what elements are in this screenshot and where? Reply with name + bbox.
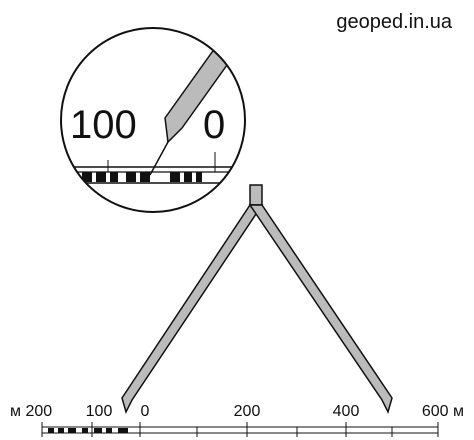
zoom-circle — [60, 27, 246, 213]
scale-label: 200 — [234, 403, 261, 420]
divider-left-leg — [121, 204, 264, 415]
scale-label: 600 м — [422, 403, 464, 420]
zoom-scale-blocks — [82, 172, 202, 182]
zoom-divider-leg — [164, 47, 234, 144]
scale-label: м 200 — [10, 403, 52, 420]
scale-bar — [41, 422, 439, 437]
divider-right-leg — [248, 204, 393, 415]
scale-label: 100 — [86, 403, 113, 420]
divider-head — [249, 184, 263, 206]
watermark: geoped.in.ua — [336, 11, 453, 33]
scale-label: 400 — [333, 403, 360, 420]
zoom-label: 0 — [203, 103, 225, 147]
scale-label: 0 — [141, 403, 150, 420]
zoom-view — [69, 47, 241, 184]
zoom-divider-tip — [149, 141, 169, 176]
zoom-label: 100 — [70, 103, 137, 147]
